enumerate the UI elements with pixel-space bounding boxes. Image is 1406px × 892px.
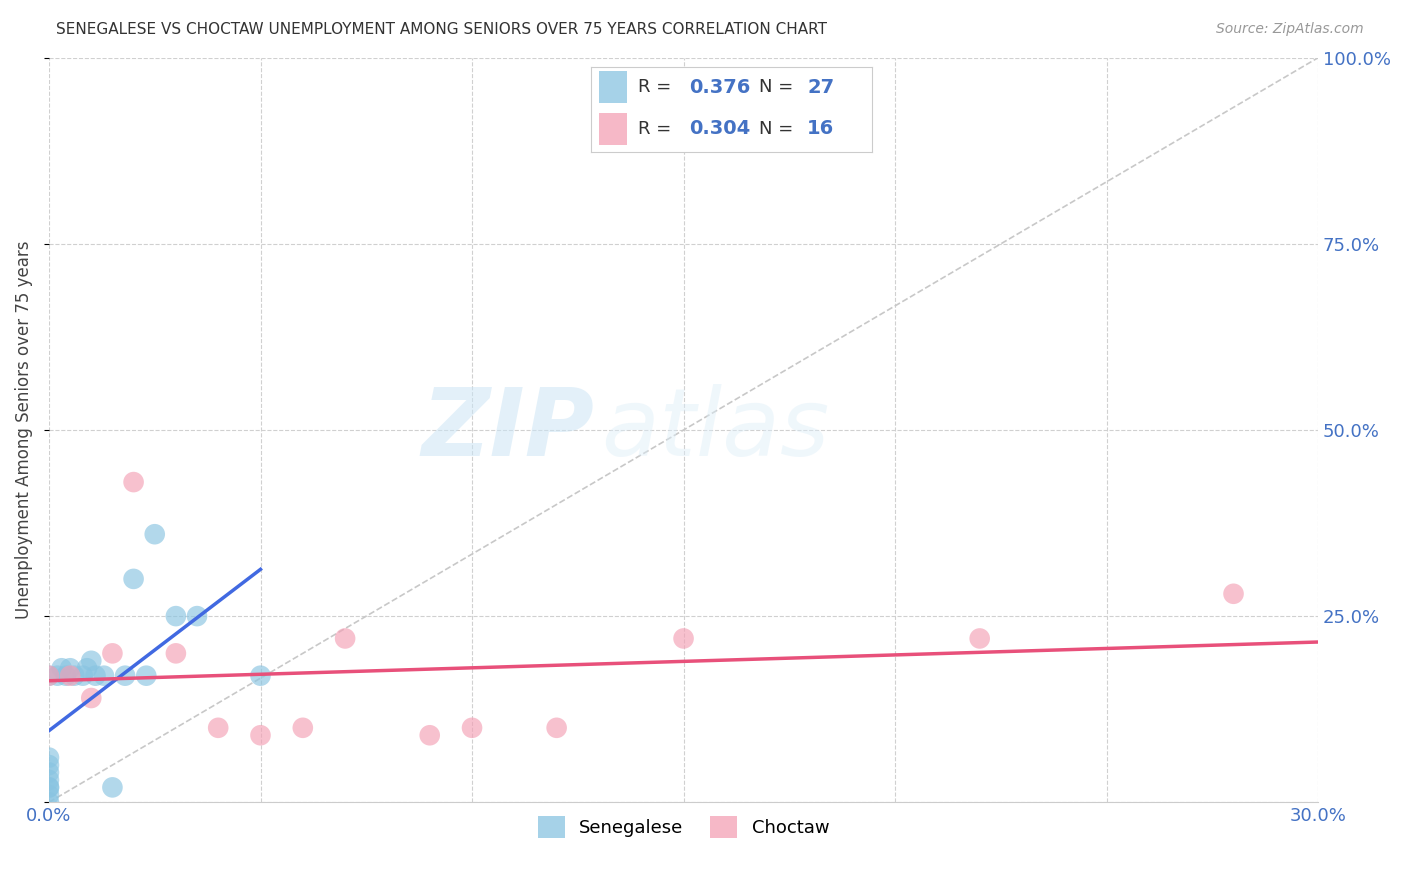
Point <box>461 721 484 735</box>
Point <box>38 780 60 795</box>
Point <box>165 609 187 624</box>
Point <box>80 654 103 668</box>
Text: 16: 16 <box>807 120 834 138</box>
Point <box>419 728 441 742</box>
Text: R =: R = <box>638 78 678 96</box>
Point <box>114 668 136 682</box>
Point <box>46 668 69 682</box>
Point <box>333 632 356 646</box>
Point <box>76 661 98 675</box>
Point <box>101 646 124 660</box>
Point <box>55 668 77 682</box>
Point <box>80 691 103 706</box>
Text: 27: 27 <box>807 78 834 96</box>
Point <box>84 668 107 682</box>
Point <box>38 668 60 682</box>
Point <box>72 668 94 682</box>
Point <box>38 758 60 772</box>
Point <box>291 721 314 735</box>
Point <box>1222 587 1244 601</box>
Point <box>38 750 60 764</box>
Text: N =: N = <box>759 78 799 96</box>
Bar <box>599 71 627 103</box>
Text: Source: ZipAtlas.com: Source: ZipAtlas.com <box>1216 22 1364 37</box>
Point <box>122 475 145 489</box>
Text: ZIP: ZIP <box>422 384 595 476</box>
Point <box>51 661 73 675</box>
Point <box>38 772 60 787</box>
Point <box>143 527 166 541</box>
Point <box>165 646 187 660</box>
Point <box>38 780 60 795</box>
Text: SENEGALESE VS CHOCTAW UNEMPLOYMENT AMONG SENIORS OVER 75 YEARS CORRELATION CHART: SENEGALESE VS CHOCTAW UNEMPLOYMENT AMONG… <box>56 22 827 37</box>
Point <box>186 609 208 624</box>
Text: 0.376: 0.376 <box>689 78 751 96</box>
Point <box>135 668 157 682</box>
Point <box>63 668 86 682</box>
Point <box>38 765 60 780</box>
Point <box>59 661 82 675</box>
Bar <box>599 112 627 145</box>
Text: R =: R = <box>638 120 678 137</box>
Point <box>38 788 60 802</box>
Point <box>59 668 82 682</box>
Point <box>207 721 229 735</box>
Point <box>249 728 271 742</box>
Text: N =: N = <box>759 120 799 137</box>
Text: 0.304: 0.304 <box>689 120 751 138</box>
Point <box>38 668 60 682</box>
Point <box>38 795 60 809</box>
Text: atlas: atlas <box>600 384 830 475</box>
Point <box>101 780 124 795</box>
Point <box>969 632 991 646</box>
Point <box>672 632 695 646</box>
Y-axis label: Unemployment Among Seniors over 75 years: Unemployment Among Seniors over 75 years <box>15 241 32 619</box>
Point <box>122 572 145 586</box>
Point <box>93 668 115 682</box>
Point <box>546 721 568 735</box>
Legend: Senegalese, Choctaw: Senegalese, Choctaw <box>530 809 837 846</box>
Point <box>249 668 271 682</box>
